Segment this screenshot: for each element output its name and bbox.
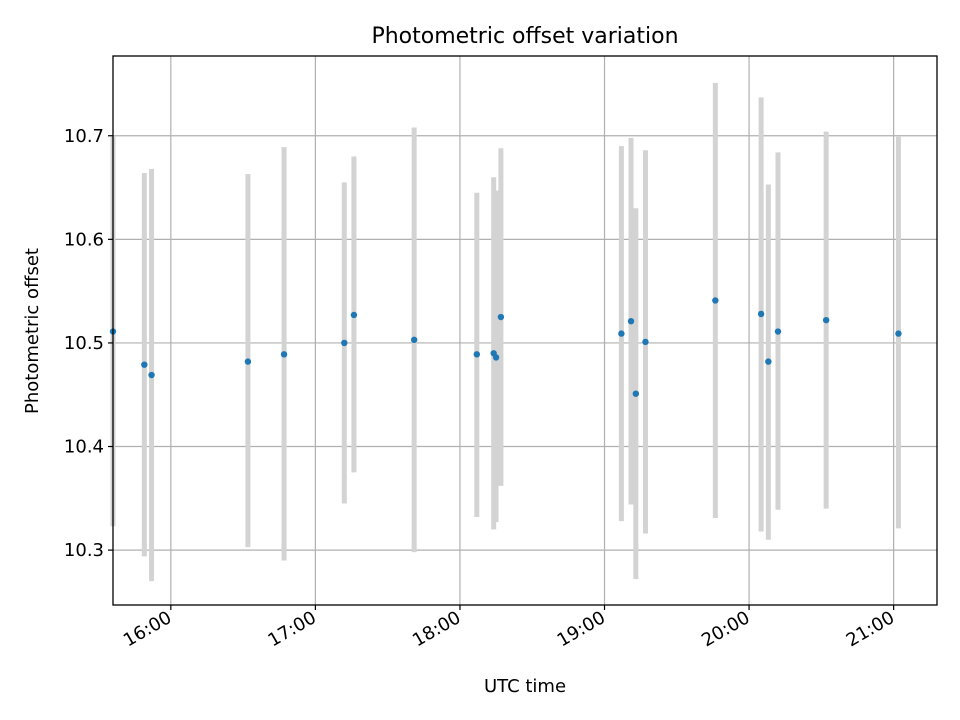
data-point — [492, 354, 500, 361]
data-point — [895, 330, 902, 337]
data-point — [618, 330, 625, 337]
data-point — [473, 351, 481, 358]
data-point — [341, 339, 348, 347]
data-point — [244, 358, 252, 365]
data-point — [642, 338, 649, 346]
y-axis-label: Photometric offset — [22, 248, 43, 414]
data-point — [350, 311, 358, 319]
y-tick-label: 10.7 — [64, 126, 104, 147]
data-point — [712, 297, 719, 304]
data-point — [757, 310, 765, 318]
data-point — [774, 328, 782, 335]
data-point — [822, 316, 830, 324]
data-point — [148, 371, 155, 379]
y-tick-label: 10.3 — [64, 540, 104, 561]
data-point — [410, 336, 418, 344]
data-point — [765, 358, 772, 365]
y-tick-label: 10.4 — [64, 437, 104, 458]
data-point — [280, 351, 288, 358]
data-point — [627, 317, 635, 325]
y-tick-label: 10.6 — [64, 229, 104, 250]
data-point — [497, 313, 505, 321]
data-point — [632, 390, 640, 397]
data-point — [141, 361, 148, 368]
x-axis-label: UTC time — [484, 676, 566, 697]
plot-area: 16:00 17:00 18:00 19:00 20:00 21:0010.310.410… — [64, 55, 938, 651]
chart-title: Photometric offset variation — [371, 24, 678, 49]
y-tick-label: 10.5 — [64, 333, 104, 354]
axes-frame — [112, 55, 938, 606]
